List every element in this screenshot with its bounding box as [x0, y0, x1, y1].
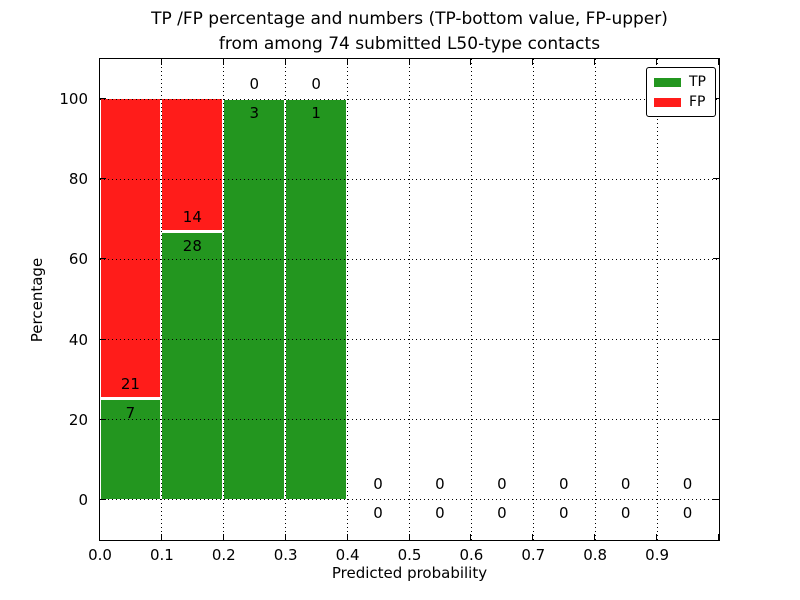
fp-count-label: 0 — [497, 475, 507, 494]
tp-count-label: 28 — [182, 237, 202, 256]
x-tick-top — [99, 58, 100, 65]
x-tick-top — [160, 58, 162, 65]
bar-segment-fp — [161, 98, 224, 233]
plot-area: 21 7 14 28 0 3 0 1 0 0 0 0 0 0 0 0 0 0 0 0 — [98, 57, 720, 541]
x-tick-label: 0.7 — [521, 546, 546, 564]
legend-item-fp: FP — [654, 92, 708, 112]
chart-title-line1: TP /FP percentage and numbers (TP-bottom… — [151, 9, 668, 29]
y-tick-left — [99, 98, 106, 100]
legend-label-tp: TP — [689, 74, 706, 90]
y-tick-left — [99, 258, 106, 260]
fp-color-swatch — [654, 97, 681, 107]
fp-count-label: 0 — [620, 475, 631, 494]
tp-count-label: 0 — [620, 504, 631, 523]
tp-count-label: 0 — [682, 504, 693, 523]
x-tick-bottom — [408, 533, 410, 540]
y-tick-label: 60 — [68, 250, 88, 269]
grid-line-vertical — [223, 58, 225, 540]
bar-segment-tp — [223, 98, 286, 500]
x-tick-label: 0.2 — [211, 546, 236, 564]
y-tick-label: 20 — [68, 410, 88, 429]
tp-count-label: 0 — [558, 504, 569, 523]
x-tick-label: 0.1 — [149, 546, 174, 564]
fp-count-label: 0 — [373, 475, 383, 494]
x-tick-bottom — [470, 533, 472, 540]
chart-title: TP /FP percentage and numbers (TP-bottom… — [100, 7, 719, 57]
x-tick-top — [718, 58, 719, 65]
tp-count-label: 0 — [373, 504, 383, 523]
x-tick-label: 0.8 — [583, 546, 608, 564]
fp-count-label: 0 — [435, 475, 445, 494]
x-tick-bottom — [656, 533, 658, 540]
y-tick-left — [99, 178, 106, 180]
x-tick-label: 0.6 — [459, 546, 484, 564]
grid-line-vertical — [409, 58, 410, 540]
x-tick-top — [408, 58, 410, 65]
tp-color-swatch — [654, 77, 681, 87]
legend-label-fp: FP — [689, 94, 706, 110]
x-tick-bottom — [594, 533, 596, 540]
grid-line-vertical — [594, 58, 596, 540]
x-tick-top — [222, 58, 224, 65]
x-tick-label: 0.9 — [645, 546, 670, 564]
fp-count-label: 0 — [249, 74, 260, 93]
bar-segment-tp — [161, 232, 224, 500]
x-tick-label: 0.4 — [335, 546, 360, 564]
x-tick-bottom — [346, 533, 348, 540]
fp-count-label: 0 — [311, 74, 321, 93]
x-tick-bottom — [160, 533, 162, 540]
fp-count-label: 14 — [182, 208, 202, 227]
y-tick-right — [712, 418, 719, 420]
grid-line-vertical — [347, 58, 349, 540]
y-tick-left — [99, 338, 106, 340]
y-tick-left — [99, 498, 106, 500]
x-tick-label: 0.0 — [88, 546, 112, 564]
bar-segment-fp — [99, 98, 162, 400]
x-axis-label: Predicted probability — [331, 564, 488, 582]
x-tick-top — [470, 58, 472, 65]
y-tick-right — [712, 178, 719, 180]
chart-title-line2: from among 74 submitted L50-type contact… — [218, 34, 601, 54]
x-tick-bottom — [532, 533, 534, 540]
tp-count-label: 1 — [311, 103, 321, 122]
x-tick-label: 0.5 — [397, 546, 422, 564]
y-tick-right — [712, 338, 719, 340]
x-tick-top — [594, 58, 596, 65]
legend: TP FP — [646, 67, 716, 117]
y-tick-label: 0 — [78, 490, 88, 509]
bar-segment-tp — [285, 98, 348, 500]
x-tick-top — [284, 58, 286, 65]
x-tick-top — [346, 58, 348, 65]
grid-line-vertical — [470, 58, 472, 540]
fp-count-label: 21 — [120, 375, 140, 394]
tp-count-label: 7 — [125, 404, 136, 423]
grid-line-vertical — [656, 58, 658, 540]
y-tick-left — [99, 418, 106, 420]
y-tick-right — [712, 258, 719, 260]
grid-line-vertical — [285, 58, 287, 540]
y-axis-label: Percentage — [28, 257, 46, 343]
grid-line-vertical — [532, 58, 534, 540]
fp-count-label: 0 — [682, 475, 693, 494]
x-tick-bottom — [222, 533, 224, 540]
x-tick-label: 0.3 — [273, 546, 298, 564]
x-tick-bottom — [718, 533, 719, 540]
x-tick-top — [656, 58, 658, 65]
grid-line-vertical — [161, 58, 163, 540]
tp-count-label: 0 — [497, 504, 507, 523]
tp-count-label: 3 — [249, 103, 260, 122]
y-tick-label: 80 — [68, 170, 88, 189]
legend-item-tp: TP — [654, 72, 708, 92]
y-tick-label: 40 — [68, 330, 88, 349]
tp-count-label: 0 — [435, 504, 445, 523]
bar-segment-tp — [99, 399, 162, 500]
x-tick-bottom — [99, 533, 100, 540]
x-tick-top — [532, 58, 534, 65]
y-tick-right — [712, 498, 719, 500]
y-tick-label: 100 — [59, 90, 88, 109]
fp-count-label: 0 — [558, 475, 569, 494]
x-tick-bottom — [284, 533, 286, 540]
